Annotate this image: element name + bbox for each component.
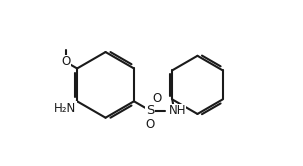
Text: O: O	[145, 118, 155, 131]
Text: H₂N: H₂N	[54, 102, 76, 115]
Text: NH: NH	[168, 104, 186, 117]
Text: O: O	[153, 92, 162, 105]
Text: S: S	[146, 104, 155, 117]
Text: O: O	[61, 55, 70, 68]
